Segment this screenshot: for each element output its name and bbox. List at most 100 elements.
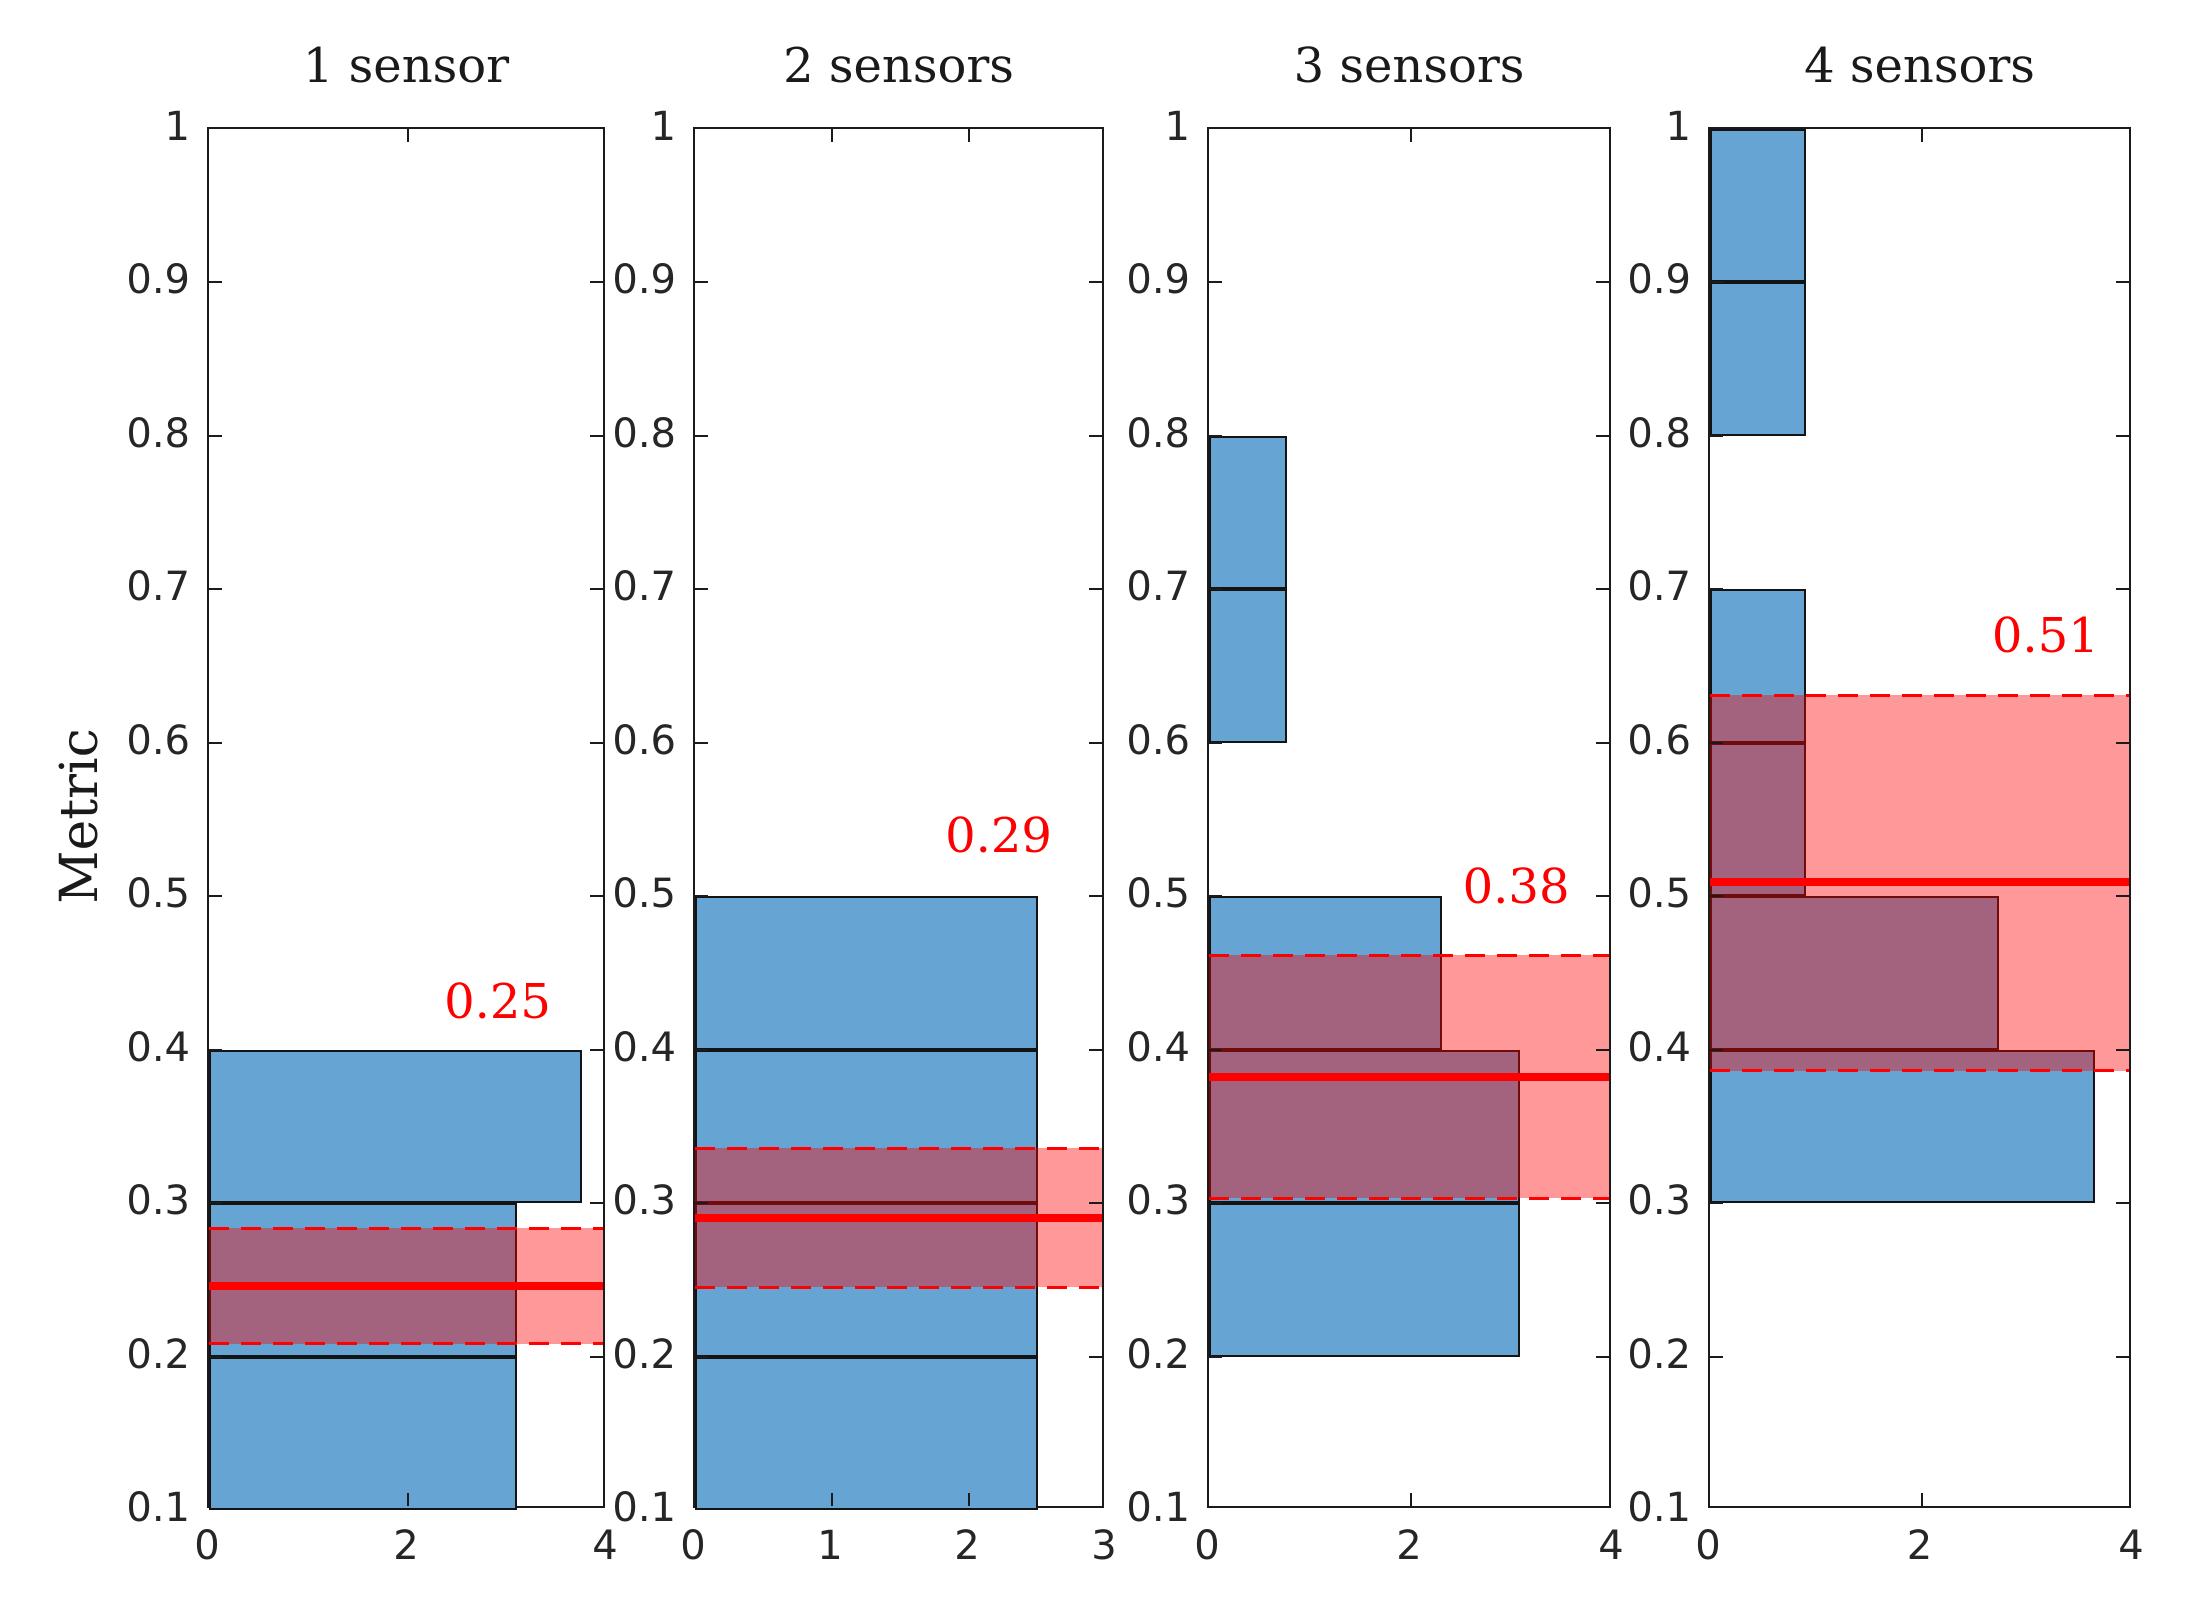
y-tick-mark [1710, 741, 1723, 744]
x-tick-mark [1920, 1493, 1923, 1506]
mean-line [695, 1214, 1102, 1223]
y-tick-mark [209, 895, 222, 898]
y-tick-label: 0.7 [1627, 564, 1691, 611]
y-tick-mark [1089, 281, 1102, 284]
mean-line [1710, 878, 2129, 887]
y-tick-mark [695, 588, 708, 591]
hist-bar [1710, 742, 1806, 897]
hist-bar [695, 896, 1038, 1050]
x-tick-mark [968, 1493, 970, 1506]
y-tick-mark [1596, 434, 1609, 437]
y-tick-label: 0.1 [612, 1485, 676, 1531]
y-tick-label: 0.1 [1627, 1485, 1691, 1531]
y-tick-label: 0.3 [612, 1178, 676, 1225]
y-tick-label: 1 [1164, 104, 1190, 150]
y-tick-label: 0.6 [612, 717, 676, 764]
y-tick-mark [1209, 895, 1222, 898]
band-lower-dashed-line [209, 1342, 603, 1346]
y-tick-label: 1 [1665, 104, 1691, 150]
x-tick-mark [407, 129, 409, 142]
y-tick-mark [1596, 588, 1609, 591]
y-tick-mark [695, 281, 708, 284]
y-tick-mark [695, 1202, 708, 1205]
mean-value-label: 0.38 [1462, 858, 1570, 915]
hist-bar [1710, 896, 1999, 1050]
y-tick-mark [590, 741, 603, 744]
band-lower-dashed-line [1209, 1196, 1609, 1200]
hist-bar [1209, 1203, 1520, 1357]
y-tick-mark [1089, 1355, 1102, 1358]
y-tick-mark [1089, 741, 1102, 744]
hist-bar [1710, 129, 1806, 283]
y-tick-mark [1089, 434, 1102, 437]
y-tick-mark [1710, 1202, 1723, 1205]
y-tick-label: 1 [164, 104, 190, 150]
y-tick-mark [1089, 1202, 1102, 1205]
y-tick-label: 0.8 [1627, 410, 1691, 457]
y-tick-mark [1710, 895, 1723, 898]
hist-bar [1710, 1049, 2095, 1204]
x-tick-label: 2 [1906, 1523, 1933, 1569]
x-tick-label: 0 [1194, 1523, 1220, 1569]
y-tick-mark [209, 434, 222, 437]
y-tick-label: 0.7 [612, 564, 676, 611]
y-tick-label: 0.4 [1627, 1024, 1691, 1071]
y-tick-mark [590, 434, 603, 437]
y-tick-mark [1596, 1355, 1609, 1358]
y-tick-mark [2116, 895, 2129, 898]
y-tick-label: 0.1 [1126, 1485, 1190, 1531]
y-tick-label: 0.6 [1627, 717, 1691, 764]
y-tick-label: 0.8 [126, 410, 190, 457]
x-tick-mark [1410, 1493, 1412, 1506]
x-tick-mark [407, 1493, 409, 1506]
y-tick-label: 0.5 [612, 871, 676, 918]
mean-value-label: 0.25 [444, 973, 551, 1030]
y-tick-label: 0.8 [612, 410, 676, 457]
y-tick-mark [590, 1202, 603, 1205]
x-tick-label: 4 [592, 1523, 618, 1569]
hist-bar [695, 1049, 1038, 1204]
y-tick-label: 0.9 [1627, 257, 1691, 304]
y-tick-mark [1596, 1202, 1609, 1205]
y-tick-mark [2116, 741, 2129, 744]
x-tick-mark [1410, 129, 1412, 142]
hist-bar [695, 1356, 1038, 1510]
panel-title: 3 sensors [1293, 38, 1525, 94]
y-tick-mark [2116, 588, 2129, 591]
y-tick-mark [2116, 434, 2129, 437]
y-tick-label: 0.4 [1126, 1024, 1190, 1071]
y-tick-label: 0.6 [1126, 717, 1190, 764]
y-tick-label: 1 [650, 104, 676, 150]
y-tick-label: 0.5 [1126, 871, 1190, 918]
y-tick-mark [1710, 1048, 1723, 1051]
hist-bar [1710, 589, 1806, 743]
y-tick-mark [2116, 1355, 2129, 1358]
panel-4-sensors [1708, 127, 2131, 1508]
hist-bar [1209, 435, 1287, 590]
y-tick-mark [209, 1355, 222, 1358]
y-tick-label: 0.4 [126, 1024, 190, 1071]
y-tick-mark [590, 588, 603, 591]
panel-title: 4 sensors [1804, 38, 2035, 94]
y-tick-mark [209, 1202, 222, 1205]
band-upper-dashed-line [209, 1226, 603, 1230]
y-tick-mark [209, 588, 222, 591]
mean-line [1209, 1073, 1609, 1082]
y-tick-mark [1710, 1355, 1723, 1358]
y-tick-mark [695, 1048, 708, 1051]
y-tick-mark [1596, 741, 1609, 744]
mean-value-label: 0.51 [1991, 608, 2099, 665]
x-tick-mark [1920, 129, 1923, 142]
y-tick-mark [695, 895, 708, 898]
band-lower-dashed-line [1710, 1069, 2129, 1073]
panel-1-sensor [207, 127, 605, 1510]
y-tick-label: 0.9 [126, 257, 190, 304]
hist-bar [1209, 589, 1287, 743]
y-tick-mark [1209, 1202, 1222, 1205]
y-tick-mark [1596, 1048, 1609, 1051]
y-tick-label: 0.7 [1126, 564, 1190, 611]
y-tick-mark [1209, 281, 1222, 284]
x-tick-label: 1 [817, 1523, 843, 1569]
y-tick-label: 0.2 [612, 1331, 676, 1378]
